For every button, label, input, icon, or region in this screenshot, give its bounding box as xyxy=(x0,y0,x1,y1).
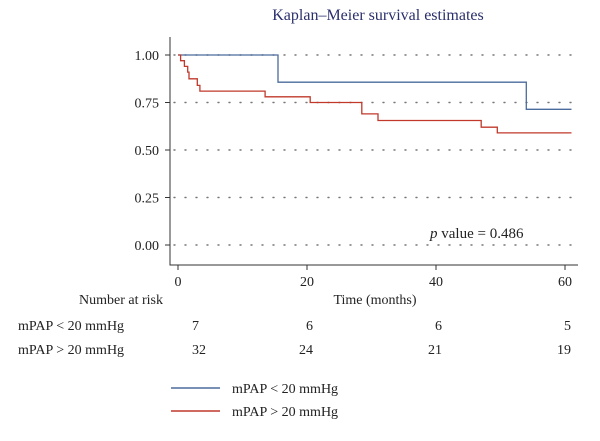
x-axis-ticks: 0 20 40 60 xyxy=(175,265,572,290)
risk-count: 21 xyxy=(428,343,442,358)
risk-count: 6 xyxy=(306,319,313,334)
survival-curve-1 xyxy=(178,54,572,110)
risk-count: 5 xyxy=(564,319,571,334)
legend-label-1: mPAP < 20 mmHg xyxy=(232,382,338,397)
y-tick-label: 0.75 xyxy=(135,97,160,112)
survival-curves xyxy=(178,54,572,134)
y-axis-ticks: 0.00 0.25 0.50 0.75 1.00 xyxy=(135,49,170,254)
risk-count: 32 xyxy=(192,343,206,358)
y-tick-label: 1.00 xyxy=(135,49,160,64)
x-tick-label: 20 xyxy=(300,275,314,290)
risk-row-label: mPAP < 20 mmHg xyxy=(18,319,124,334)
y-tick-label: 0.25 xyxy=(135,192,160,207)
p-value-annotation: p value = 0.486 xyxy=(429,226,524,242)
legend: mPAP < 20 mmHg mPAP > 20 mmHg xyxy=(171,382,338,420)
risk-count: 19 xyxy=(557,343,571,358)
survival-curve-2 xyxy=(178,54,572,134)
risk-count: 24 xyxy=(299,343,313,358)
chart-title: Kaplan–Meier survival estimates xyxy=(272,7,484,24)
x-tick-label: 0 xyxy=(175,275,182,290)
risk-table: mPAP < 20 mmHg 7 6 6 5 mPAP > 20 mmHg 32 24 21 19 xyxy=(18,319,571,358)
risk-table-header: Number at risk xyxy=(79,293,163,308)
y-tick-label: 0.50 xyxy=(135,144,160,159)
grid-lines xyxy=(173,54,579,246)
p-value-text: value = 0.486 xyxy=(438,226,524,242)
y-tick-label: 0.00 xyxy=(135,239,160,254)
x-axis-label: Time (months) xyxy=(333,293,416,308)
risk-count: 7 xyxy=(192,319,199,334)
risk-count: 6 xyxy=(435,319,442,334)
x-tick-label: 60 xyxy=(558,275,572,290)
x-tick-label: 40 xyxy=(429,275,443,290)
risk-row-label: mPAP > 20 mmHg xyxy=(18,343,124,358)
legend-label-2: mPAP > 20 mmHg xyxy=(232,405,338,420)
axes xyxy=(169,37,578,266)
p-value-italic: p xyxy=(429,226,438,242)
